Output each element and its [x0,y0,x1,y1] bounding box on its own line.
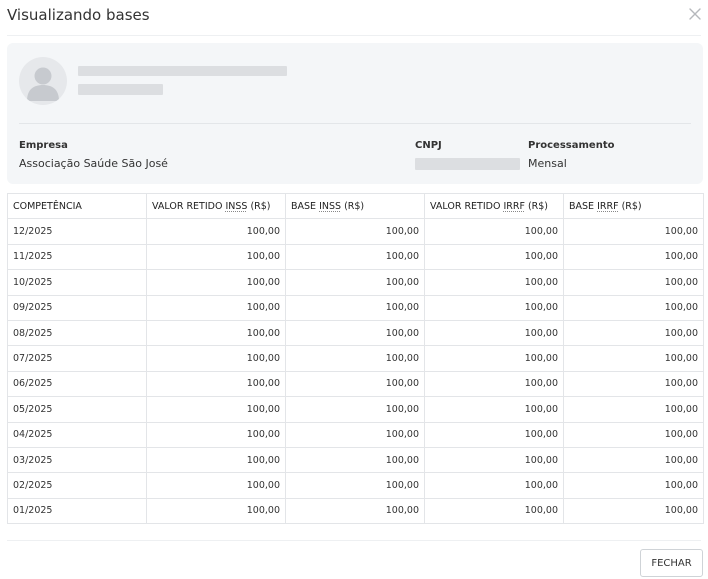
cell-valor-retido-irrf: 100,00 [424,497,564,525]
cell-competencia: 06/2025 [7,370,147,398]
cell-valor-retido-inss: 100,00 [146,269,286,296]
cell-base-inss: 100,00 [285,497,425,525]
cell-valor-retido-inss: 100,00 [146,472,286,499]
profile-divider [19,123,691,124]
cell-base-irrf: 100,00 [563,497,704,525]
cell-valor-retido-inss: 100,00 [146,218,286,245]
dialog-title: Visualizando bases [7,6,150,24]
cell-valor-retido-inss: 100,00 [146,345,286,372]
cell-valor-retido-irrf: 100,00 [424,421,564,448]
col-competencia[interactable]: COMPETÊNCIA [7,192,147,220]
table-row: 01/2025 100,00 100,00 100,00 100,00 [7,497,704,525]
redacted-detail [78,84,163,95]
cell-valor-retido-inss: 100,00 [146,497,286,525]
cell-valor-retido-irrf: 100,00 [424,472,564,499]
cell-base-inss: 100,00 [285,218,425,245]
cell-base-irrf: 100,00 [563,294,704,321]
cell-valor-retido-irrf: 100,00 [424,345,564,372]
table-row: 04/2025 100,00 100,00 100,00 100,00 [7,421,704,448]
cell-base-irrf: 100,00 [563,319,704,347]
table-row: 08/2025 100,00 100,00 100,00 100,00 [7,319,704,347]
cell-valor-retido-inss: 100,00 [146,243,286,271]
table-row: 12/2025 100,00 100,00 100,00 100,00 [7,218,704,245]
cell-competencia: 05/2025 [7,396,147,423]
cell-competencia: 03/2025 [7,446,147,474]
table-row: 10/2025 100,00 100,00 100,00 100,00 [7,269,704,296]
user-avatar-icon [19,57,67,105]
cell-valor-retido-irrf: 100,00 [424,370,564,398]
cell-competencia: 01/2025 [7,497,147,525]
cell-base-irrf: 100,00 [563,243,704,271]
table-row: 11/2025 100,00 100,00 100,00 100,00 [7,243,704,271]
cell-base-irrf: 100,00 [563,370,704,398]
processamento-label: Processamento [528,140,615,151]
cell-competencia: 12/2025 [7,218,147,245]
cell-base-inss: 100,00 [285,319,425,347]
profile-card: Empresa Associação Saúde São José CNPJ P… [7,43,703,184]
cell-base-irrf: 100,00 [563,269,704,296]
col-valor-retido-irrf[interactable]: VALOR RETIDO IRRF (R$) [424,192,564,220]
cell-base-irrf: 100,00 [563,446,704,474]
cell-competencia: 02/2025 [7,472,147,499]
cell-valor-retido-inss: 100,00 [146,370,286,398]
cell-base-inss: 100,00 [285,269,425,296]
cell-base-inss: 100,00 [285,243,425,271]
cell-base-inss: 100,00 [285,294,425,321]
cell-competencia: 11/2025 [7,243,147,271]
col-valor-retido-inss[interactable]: VALOR RETIDO INSS (R$) [146,192,286,220]
processamento-value: Mensal [528,157,567,170]
bases-table: COMPETÊNCIA VALOR RETIDO INSS (R$) BASE … [7,192,704,525]
cell-base-irrf: 100,00 [563,345,704,372]
cell-base-inss: 100,00 [285,421,425,448]
cell-base-irrf: 100,00 [563,218,704,245]
cell-base-inss: 100,00 [285,396,425,423]
redacted-cnpj-value [415,158,520,170]
cell-valor-retido-irrf: 100,00 [424,218,564,245]
cell-valor-retido-inss: 100,00 [146,396,286,423]
header-divider [7,35,701,36]
close-icon[interactable] [688,7,702,21]
cell-base-irrf: 100,00 [563,396,704,423]
close-button[interactable]: FECHAR [640,549,703,577]
table-row: 03/2025 100,00 100,00 100,00 100,00 [7,446,704,474]
col-base-inss[interactable]: BASE INSS (R$) [285,192,425,220]
cell-base-inss: 100,00 [285,446,425,474]
cell-valor-retido-irrf: 100,00 [424,396,564,423]
cell-base-inss: 100,00 [285,345,425,372]
table-row: 06/2025 100,00 100,00 100,00 100,00 [7,370,704,398]
table-header-row: COMPETÊNCIA VALOR RETIDO INSS (R$) BASE … [7,192,704,220]
cell-valor-retido-irrf: 100,00 [424,446,564,474]
footer-divider [7,540,701,541]
cell-valor-retido-irrf: 100,00 [424,319,564,347]
table-row: 09/2025 100,00 100,00 100,00 100,00 [7,294,704,321]
cell-competencia: 07/2025 [7,345,147,372]
cell-base-inss: 100,00 [285,370,425,398]
cell-valor-retido-irrf: 100,00 [424,269,564,296]
cell-base-irrf: 100,00 [563,421,704,448]
table-row: 02/2025 100,00 100,00 100,00 100,00 [7,472,704,499]
cnpj-label: CNPJ [415,140,442,151]
empresa-label: Empresa [19,140,68,151]
cell-valor-retido-irrf: 100,00 [424,243,564,271]
cell-valor-retido-inss: 100,00 [146,446,286,474]
cell-competencia: 09/2025 [7,294,147,321]
cell-base-irrf: 100,00 [563,472,704,499]
cell-valor-retido-inss: 100,00 [146,294,286,321]
cell-competencia: 10/2025 [7,269,147,296]
cell-valor-retido-irrf: 100,00 [424,294,564,321]
col-base-irrf[interactable]: BASE IRRF (R$) [563,192,704,220]
cell-valor-retido-inss: 100,00 [146,421,286,448]
empresa-value: Associação Saúde São José [19,157,168,170]
table-row: 07/2025 100,00 100,00 100,00 100,00 [7,345,704,372]
cell-competencia: 08/2025 [7,319,147,347]
redacted-name [78,66,287,76]
cell-competencia: 04/2025 [7,421,147,448]
table-row: 05/2025 100,00 100,00 100,00 100,00 [7,396,704,423]
cell-base-inss: 100,00 [285,472,425,499]
cell-valor-retido-inss: 100,00 [146,319,286,347]
